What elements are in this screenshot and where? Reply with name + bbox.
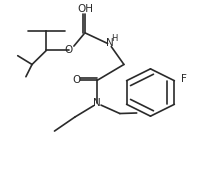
Text: O: O	[64, 45, 73, 56]
Text: O: O	[72, 75, 80, 85]
Text: N: N	[93, 98, 101, 108]
Text: H: H	[111, 34, 117, 43]
Text: N: N	[105, 38, 113, 48]
Text: F: F	[180, 74, 186, 84]
Text: OH: OH	[77, 4, 93, 14]
